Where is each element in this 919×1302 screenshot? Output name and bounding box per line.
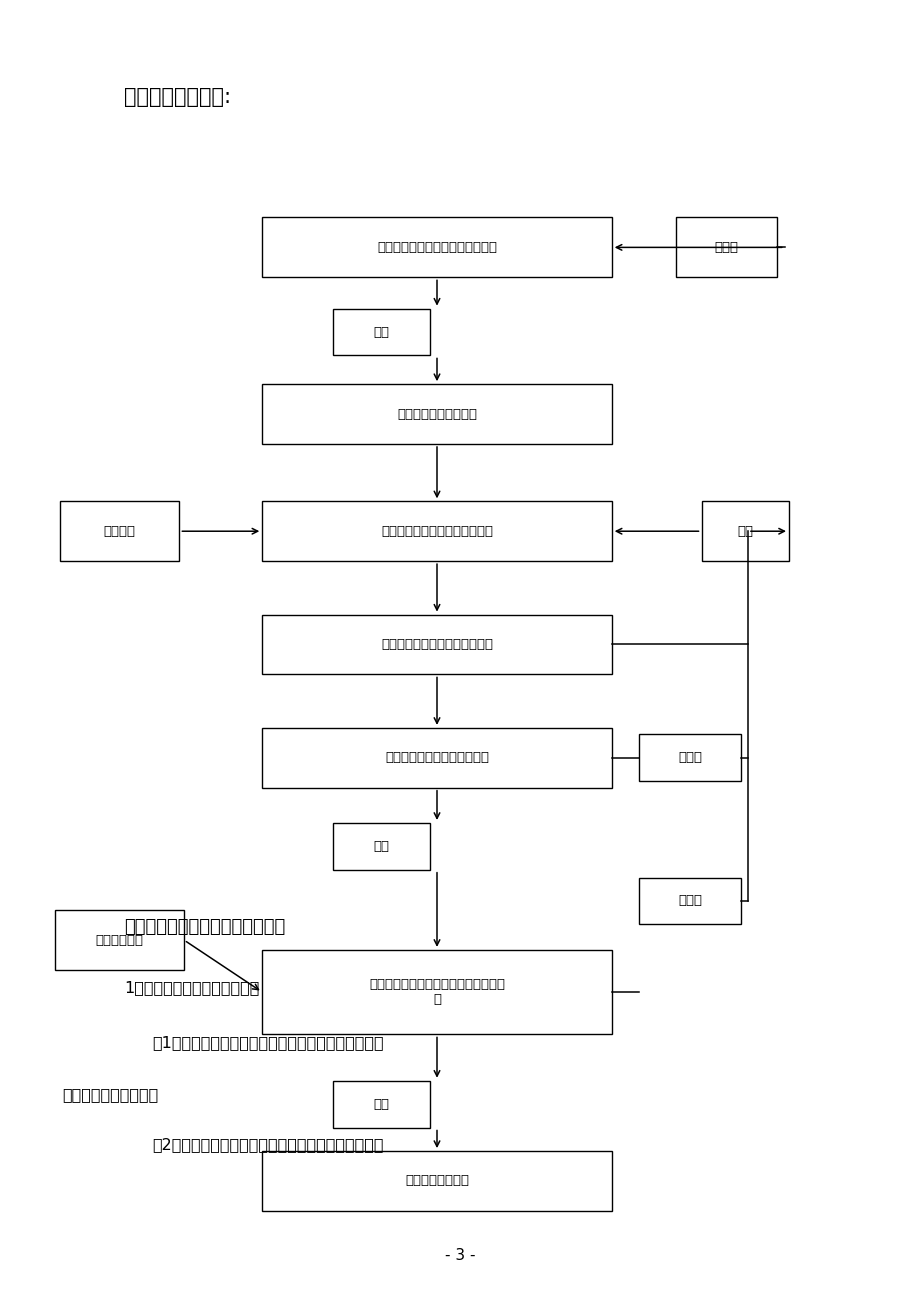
Text: 通知现场监理工程师检查验收: 通知现场监理工程师检查验收: [384, 751, 489, 764]
Bar: [639, 878, 740, 924]
Bar: [262, 501, 611, 561]
Bar: [701, 501, 789, 561]
Text: 方案和其安全措施等；: 方案和其安全措施等；: [62, 1087, 159, 1103]
Text: 同意外脚手架使用: 同意外脚手架使用: [404, 1174, 469, 1187]
Bar: [262, 1151, 611, 1211]
Bar: [262, 217, 611, 277]
Bar: [262, 728, 611, 788]
Text: 监理协同验收: 监理协同验收: [96, 934, 143, 947]
Text: 同意: 同意: [373, 840, 390, 853]
Text: 整改: 整改: [736, 525, 753, 538]
Text: （2）审核脚手架搭设管理人员及施工人员的岗位合格: （2）审核脚手架搭设管理人员及施工人员的岗位合格: [152, 1137, 383, 1152]
Bar: [60, 501, 179, 561]
Bar: [675, 217, 777, 277]
Text: 监理审批专项施工方案: 监理审批专项施工方案: [397, 408, 476, 421]
Text: （1）审核承包单位提供的脚手架施工组织设计、施工: （1）审核承包单位提供的脚手架施工组织设计、施工: [152, 1035, 383, 1051]
Bar: [333, 309, 430, 355]
Bar: [55, 910, 184, 970]
Bar: [333, 823, 430, 870]
Text: 1、脚手架搭设前的监理工作：: 1、脚手架搭设前的监理工作：: [124, 980, 259, 996]
Bar: [333, 1081, 430, 1128]
Bar: [639, 734, 740, 781]
Bar: [262, 384, 611, 444]
Text: - 3 -: - 3 -: [444, 1247, 475, 1263]
Bar: [262, 950, 611, 1034]
Text: 施工班组自检，专职安全员初验: 施工班组自检，专职安全员初验: [380, 638, 493, 651]
Text: 三、监理工作的控制要点及目标值: 三、监理工作的控制要点及目标值: [124, 918, 285, 936]
Text: 不同意: 不同意: [677, 751, 701, 764]
Text: 同意: 同意: [373, 326, 390, 339]
Text: 二、监理工作流程:: 二、监理工作流程:: [124, 87, 231, 107]
Text: 四方验收，使用前报请质安站对外架验
收: 四方验收，使用前报请质安站对外架验 收: [369, 978, 505, 1006]
Text: 施工单位按方案施工第一步架体: 施工单位按方案施工第一步架体: [380, 525, 493, 538]
Bar: [262, 615, 611, 674]
Text: 施工单位编制并报审专项施工方案: 施工单位编制并报审专项施工方案: [377, 241, 496, 254]
Text: 不同意: 不同意: [714, 241, 738, 254]
Text: 不同意: 不同意: [677, 894, 701, 907]
Text: 同意: 同意: [373, 1098, 390, 1111]
Text: 监理旁站: 监理旁站: [104, 525, 135, 538]
